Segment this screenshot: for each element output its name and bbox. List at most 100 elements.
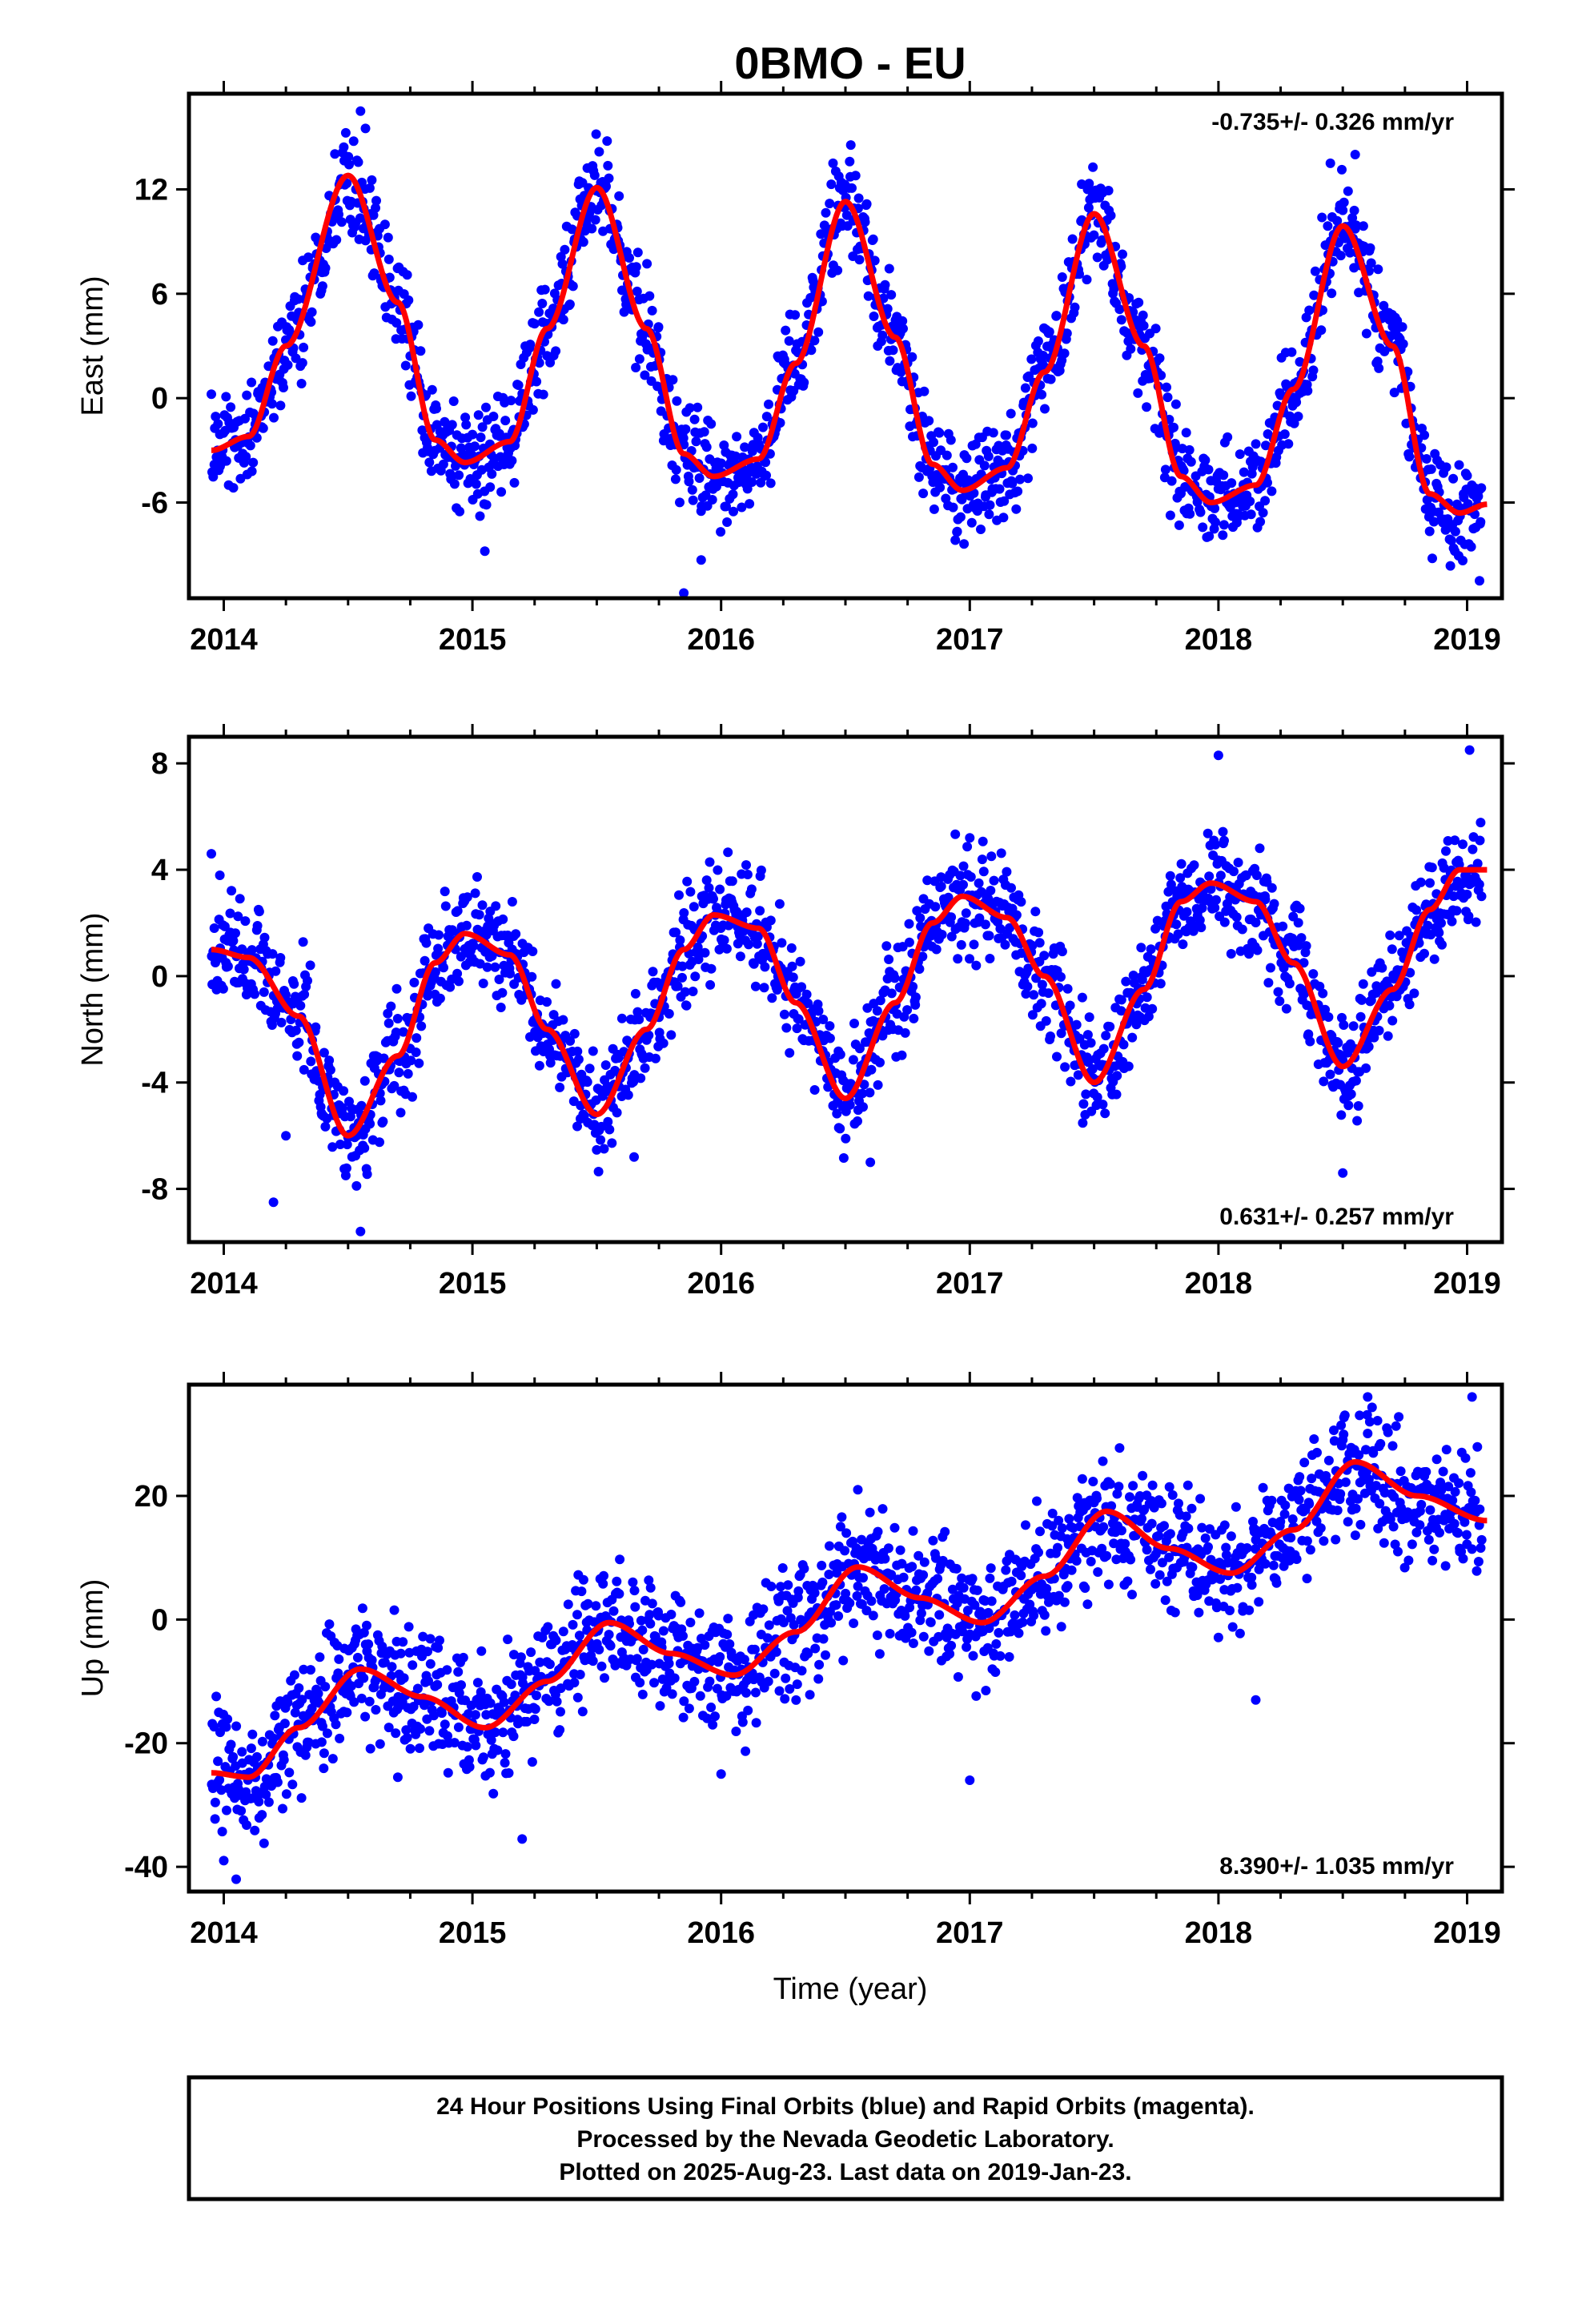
observation-point bbox=[1466, 541, 1476, 552]
observation-point bbox=[371, 1705, 381, 1715]
observation-point bbox=[629, 1152, 639, 1162]
observation-point bbox=[334, 209, 343, 219]
observation-point bbox=[208, 472, 219, 482]
observation-point bbox=[833, 1611, 844, 1621]
observation-point bbox=[1142, 1545, 1152, 1555]
observation-point bbox=[976, 525, 986, 534]
observation-point bbox=[268, 1733, 279, 1743]
observation-point bbox=[955, 512, 966, 522]
observation-point bbox=[392, 1014, 403, 1023]
observation-point bbox=[297, 1695, 307, 1705]
observation-point bbox=[799, 1563, 809, 1574]
observation-point bbox=[575, 1670, 585, 1679]
observation-point bbox=[1057, 947, 1067, 957]
observation-point bbox=[221, 392, 231, 402]
observation-point bbox=[1304, 305, 1315, 316]
observation-point bbox=[364, 183, 375, 193]
observation-point bbox=[780, 1694, 790, 1704]
observation-point bbox=[534, 1060, 544, 1071]
observation-point bbox=[267, 949, 278, 959]
observation-point bbox=[1366, 258, 1376, 268]
observation-point bbox=[1077, 992, 1087, 1003]
observation-point bbox=[371, 203, 380, 213]
observation-point bbox=[958, 1582, 969, 1593]
observation-point bbox=[398, 1637, 408, 1647]
x-tick-label: 2018 bbox=[1185, 623, 1253, 657]
observation-point bbox=[1215, 1574, 1226, 1584]
observation-point bbox=[1309, 1434, 1319, 1444]
observation-point bbox=[984, 509, 994, 520]
observation-point bbox=[420, 1700, 429, 1711]
observation-point bbox=[1102, 1550, 1112, 1561]
observation-point bbox=[1351, 1503, 1361, 1514]
observation-point bbox=[608, 1606, 619, 1616]
observation-point bbox=[254, 907, 264, 917]
observation-point bbox=[1299, 958, 1309, 968]
observation-point bbox=[675, 497, 685, 508]
observation-point bbox=[1233, 858, 1243, 867]
observation-point bbox=[319, 1748, 329, 1759]
observation-point bbox=[600, 1060, 611, 1070]
observation-point bbox=[969, 939, 979, 950]
observation-point bbox=[1074, 269, 1084, 279]
observation-point bbox=[1200, 1533, 1211, 1543]
observation-point bbox=[275, 953, 286, 963]
observation-point bbox=[404, 1622, 414, 1632]
observation-point bbox=[453, 1722, 464, 1732]
observation-point bbox=[378, 1116, 388, 1127]
x-tick-label: 2015 bbox=[439, 1267, 507, 1301]
observation-point bbox=[1460, 1517, 1470, 1527]
observation-point bbox=[723, 847, 733, 858]
observation-point bbox=[321, 243, 331, 253]
observation-point bbox=[1072, 1493, 1082, 1503]
observation-point bbox=[401, 1725, 412, 1735]
observation-point bbox=[526, 1647, 536, 1658]
observation-point bbox=[267, 336, 278, 346]
observation-point bbox=[1323, 221, 1333, 231]
observation-point bbox=[1000, 939, 1010, 950]
observation-point bbox=[1077, 179, 1087, 189]
observation-point bbox=[1462, 471, 1472, 480]
observation-point bbox=[737, 1717, 748, 1727]
observation-point bbox=[473, 410, 484, 420]
observation-point bbox=[1146, 944, 1156, 955]
observation-point bbox=[438, 459, 448, 469]
observation-point bbox=[362, 1620, 371, 1630]
observation-point bbox=[868, 1610, 878, 1621]
observation-point bbox=[1197, 1522, 1207, 1533]
observation-point bbox=[215, 870, 225, 880]
observation-point bbox=[1335, 1489, 1346, 1499]
observation-point bbox=[974, 913, 985, 923]
observation-point bbox=[966, 517, 977, 528]
observation-point bbox=[1189, 860, 1199, 870]
observation-point bbox=[745, 499, 755, 509]
observation-point bbox=[1026, 354, 1037, 364]
observation-point bbox=[838, 1153, 849, 1163]
observation-point bbox=[556, 251, 566, 262]
observation-point bbox=[484, 1767, 495, 1778]
observation-point bbox=[1437, 939, 1447, 950]
observation-point bbox=[914, 964, 925, 974]
observation-point bbox=[1426, 930, 1436, 940]
observation-point bbox=[648, 967, 658, 977]
observation-point bbox=[1391, 1421, 1401, 1431]
observation-point bbox=[1384, 1000, 1395, 1011]
observation-point bbox=[1289, 418, 1299, 428]
observation-point bbox=[499, 1697, 509, 1707]
observation-point bbox=[781, 325, 791, 336]
observation-point bbox=[296, 379, 307, 388]
observation-point bbox=[1017, 948, 1027, 959]
observation-point bbox=[295, 1000, 306, 1011]
observation-point bbox=[761, 470, 771, 480]
observation-point bbox=[1424, 526, 1435, 537]
observation-point bbox=[1308, 969, 1319, 979]
observation-point bbox=[1299, 989, 1309, 999]
observation-point bbox=[1023, 473, 1033, 484]
observation-point bbox=[929, 504, 939, 514]
observation-point bbox=[601, 181, 611, 191]
observation-point bbox=[1464, 911, 1474, 921]
observation-point bbox=[1231, 1502, 1241, 1512]
observation-point bbox=[1415, 1520, 1425, 1530]
observation-point bbox=[797, 1666, 807, 1676]
observation-point bbox=[632, 247, 643, 258]
